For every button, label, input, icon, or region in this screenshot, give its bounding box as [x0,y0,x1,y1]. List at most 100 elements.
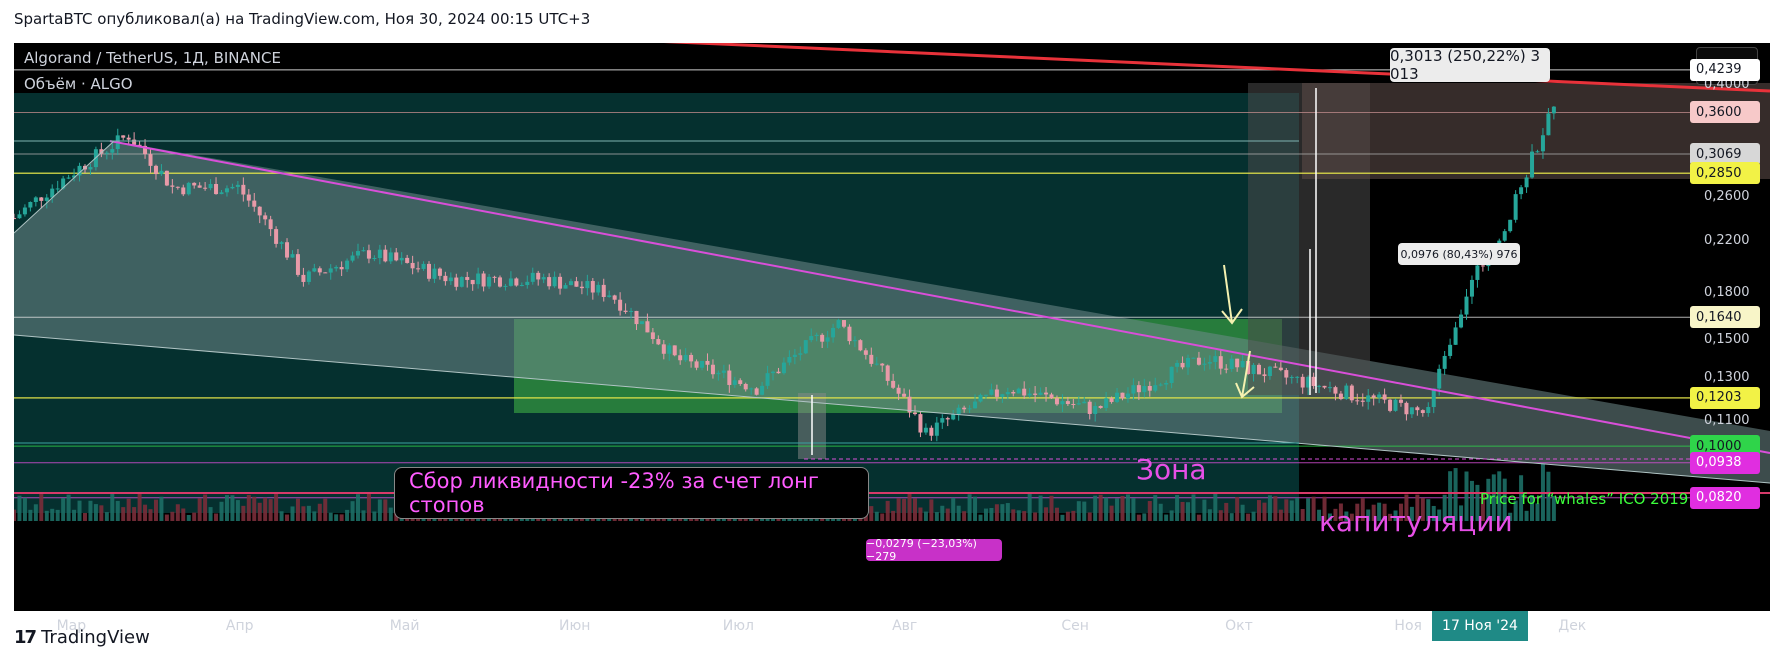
volume-bar [1464,471,1469,521]
zone-label: Зона [1136,453,1207,486]
volume-bar [1169,510,1174,521]
footer-brand[interactable]: TradingView [41,627,150,648]
candle-body [235,184,240,187]
volume-bar [306,505,311,521]
candle-body [50,188,55,198]
candle-body [366,250,371,259]
volume-bar [1158,503,1163,521]
candle-body [929,427,934,436]
candle-body [967,408,972,410]
candle-body [519,285,524,287]
volume-bar [1530,495,1535,521]
candle-body [1535,151,1540,153]
volume-bar [1409,506,1414,521]
candle-body [552,276,557,287]
volume-bar [334,514,339,521]
candle-body [1005,392,1010,395]
candle-body [503,285,508,287]
volume-bar [1382,503,1387,521]
time-axis-label: Ноя [1394,618,1422,634]
candle-body [596,284,601,293]
volume-bar [1442,494,1447,521]
candle-body [192,182,197,186]
candle-body [476,273,481,285]
candle-body [743,383,748,390]
volume-bar [1196,514,1201,521]
candle-body [181,187,186,195]
volume-bar [274,493,279,521]
volume-bar [1333,508,1338,521]
price-tag: 0,2850 [1690,162,1760,185]
price-tag: 0,3600 [1690,101,1760,124]
volume-bar [285,514,290,521]
candle-body [558,276,563,289]
liquidity-callout: Сбор ликвидности -23% за счет лонг стопо… [394,467,869,519]
volume-bar [99,505,104,521]
volume-bar [1257,500,1261,521]
candle-body [443,275,448,282]
volume-bar [1311,496,1316,521]
candle-body [650,332,655,340]
candle-body [1322,385,1327,388]
symbol-title[interactable]: Algorand / TetherUS, 1Д, BINANCE [24,49,281,67]
candle-body [1502,231,1507,241]
volume-bar [1513,500,1518,521]
candle-body [825,337,830,342]
candle-body [907,396,912,413]
volume-bar [377,499,382,521]
volume-bar [181,508,186,521]
candle-body [656,339,661,345]
volume-bar [923,511,928,521]
candle-body [306,271,311,282]
candle-body [574,281,579,287]
volume-title[interactable]: Объём · ALGO [24,75,133,93]
time-axis-label: Мар [56,618,87,634]
candle-body [350,255,355,261]
volume-bar [1393,510,1398,521]
volume-bar [918,507,923,521]
volume-bar [1535,503,1540,521]
candle-body [61,178,66,189]
candle-body [44,197,49,201]
candle-body [72,175,77,178]
candle-body [1366,395,1371,402]
volume-bar [66,494,71,521]
candle-body [530,272,535,282]
candle-body [639,321,644,325]
candle-body [77,165,82,176]
candle-body [126,137,131,140]
volume-bar [1191,494,1196,521]
candle-body [940,418,945,423]
volume-bar [1218,510,1223,521]
candle-body [1136,385,1141,393]
chart-panel[interactable]: Algorand / TetherUS, 1Д, BINANCE Объём ·… [14,43,1770,641]
volume-bar [88,500,93,521]
candle-body [1229,358,1234,370]
volume-bar [235,500,240,521]
candle-body [143,145,148,155]
volume-bar [1546,471,1551,521]
candle-body [1082,401,1087,404]
price-tag: 0,0820 [1690,486,1760,509]
candle-body [383,249,388,262]
volume-bar [366,493,371,521]
volume-bar [1251,511,1256,521]
candle-body [1213,356,1218,363]
candle-body [121,135,126,138]
volume-bar [1360,498,1365,521]
volume-bar [1415,494,1420,521]
candle-body [427,263,431,279]
volume-bar [1284,499,1289,521]
volume-bar [230,495,235,521]
volume-bar [1508,512,1513,521]
volume-bar [1306,498,1311,521]
candle-body [1317,385,1322,387]
candle-body [405,257,410,263]
volume-bar [350,501,355,521]
candle-body [487,276,492,287]
candle-body [164,170,169,186]
candle-body [224,188,229,193]
candle-body [1071,403,1076,405]
volume-bar [1431,505,1436,521]
candle-body [590,281,595,293]
